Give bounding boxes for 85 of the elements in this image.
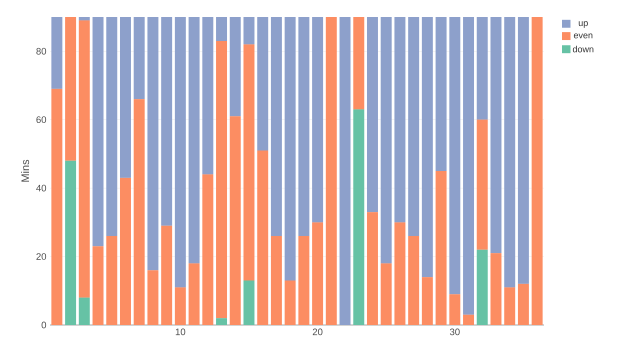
bar [532, 17, 543, 325]
bar [504, 17, 516, 288]
bar [216, 40, 228, 318]
y-tick-label: 40 [36, 184, 46, 192]
bar [298, 17, 310, 236]
bar [449, 294, 460, 325]
bar [216, 17, 228, 41]
bar [422, 17, 433, 278]
bar [312, 222, 324, 325]
bar [340, 17, 351, 325]
bar [120, 17, 131, 178]
bar [504, 287, 516, 325]
y-tick-label: 60 [36, 116, 46, 124]
x-tick-label: 10 [176, 328, 186, 336]
bar [270, 236, 282, 325]
bar [65, 17, 76, 161]
bar [216, 318, 228, 325]
bar [394, 222, 406, 325]
legend-label: even [574, 33, 592, 38]
bar [65, 160, 76, 325]
bar [436, 17, 447, 172]
legend-label: up [578, 21, 588, 28]
bar [243, 280, 254, 325]
bar [257, 150, 268, 325]
bar [463, 314, 474, 325]
bar [422, 277, 433, 325]
bar [106, 17, 118, 236]
bar [408, 17, 420, 236]
bar [202, 174, 214, 325]
bar [463, 17, 474, 315]
bar [257, 17, 268, 150]
bar [436, 171, 447, 325]
y-tick-label: 20 [36, 253, 46, 260]
bar [188, 17, 200, 264]
bar [380, 263, 392, 325]
bar [78, 20, 90, 298]
bar [78, 17, 90, 20]
bar [326, 17, 337, 325]
bar [490, 17, 502, 254]
bar [394, 17, 406, 222]
bar [161, 17, 172, 226]
bar [408, 236, 420, 325]
bar [476, 120, 488, 250]
bar [490, 253, 502, 325]
legend-label: down [572, 46, 594, 52]
bar [106, 236, 118, 325]
y-axis-title: Mins [21, 160, 30, 182]
y-tick-label: 80 [36, 48, 46, 55]
bar [134, 17, 145, 100]
bar [120, 178, 131, 325]
bar [284, 280, 296, 325]
bar [243, 17, 254, 44]
bar [243, 44, 254, 281]
bar [298, 236, 310, 325]
bar [230, 17, 241, 116]
y-tick-label: 0 [42, 322, 46, 328]
bar [476, 17, 488, 120]
bar [174, 17, 186, 288]
bar [518, 284, 529, 325]
bar [78, 298, 90, 325]
bar [366, 17, 378, 212]
bar [380, 17, 392, 264]
bar [366, 212, 378, 325]
x-tick-label: 20 [312, 328, 322, 336]
bar [202, 17, 214, 174]
bar [188, 263, 200, 325]
bar [51, 88, 62, 325]
bar [449, 17, 460, 294]
bar [134, 99, 145, 325]
bar [353, 17, 364, 110]
bar [92, 17, 104, 246]
bar [312, 17, 324, 222]
bar [51, 17, 62, 89]
bar [174, 287, 186, 325]
x-tick-label: 30 [450, 328, 460, 336]
bar [284, 17, 296, 281]
bar [161, 226, 172, 325]
bar [353, 109, 364, 325]
bar [147, 17, 158, 270]
bar [230, 116, 241, 325]
bar [476, 250, 488, 325]
bar [92, 246, 104, 325]
bar [147, 270, 158, 325]
bar [518, 17, 529, 284]
bar [270, 17, 282, 236]
